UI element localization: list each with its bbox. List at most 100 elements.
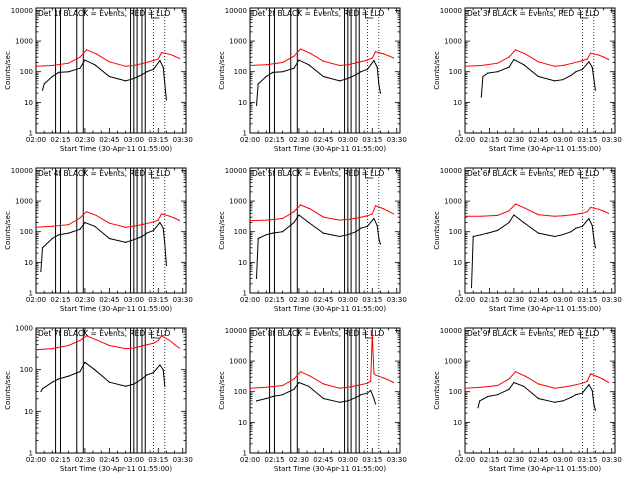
y-axis-label: Counts/sec (433, 51, 441, 90)
y-tick-label: 100 (449, 388, 462, 396)
events-point (164, 83, 166, 85)
events-point (58, 378, 60, 380)
lld-point (514, 49, 517, 51)
events-point (497, 394, 499, 396)
lld-point (125, 226, 127, 228)
x-tick-label: 02:00 (240, 136, 260, 144)
lld-point (387, 379, 390, 381)
events-point (298, 214, 300, 216)
events-point (593, 77, 595, 80)
lld-point (169, 215, 171, 217)
y-tick-label: 100 (449, 228, 462, 236)
x-tick-label: 03:30 (602, 296, 622, 304)
lld-point (339, 64, 341, 67)
events-point (513, 214, 515, 216)
y-tick-label: 1 (458, 290, 462, 298)
x-axis-label: Start Time (30-Apr-11 01:55:00) (489, 465, 601, 473)
events-point (593, 403, 595, 405)
lld-point (51, 348, 53, 350)
x-tick-label: 03:00 (553, 136, 573, 144)
lld-point (572, 62, 574, 64)
events-point (68, 232, 70, 234)
lld-point (554, 65, 556, 67)
y-tick-label: 1 (243, 130, 247, 138)
x-tick-label: 03:30 (602, 136, 622, 144)
y-tick-label: 1 (29, 130, 33, 138)
lld-series-line (36, 335, 180, 351)
panel-title: Det 1f BLACK = Events, RED = LLD (38, 9, 171, 18)
lld-point (602, 56, 605, 58)
lld-point (562, 64, 564, 67)
events-point (108, 75, 110, 78)
y-tick-label: 10000 (440, 327, 462, 335)
lld-point (392, 213, 395, 215)
x-tick-label: 02:00 (455, 456, 475, 464)
lld-point (152, 60, 154, 62)
detector-panel-9: Det 9f BLACK = Events, RED = LLD 1 10 100 10… (433, 327, 622, 473)
x-tick-label: 03:00 (553, 456, 573, 464)
events-point (479, 400, 481, 402)
y-tick-label: 1000 (229, 198, 247, 206)
lld-point (572, 384, 574, 387)
events-point (480, 234, 482, 236)
events-point (293, 388, 295, 390)
marker-bracket (364, 330, 374, 339)
events-point (108, 381, 110, 383)
lld-point (95, 53, 97, 55)
events-point (94, 225, 96, 227)
events-point (523, 64, 525, 66)
lld-point (524, 207, 526, 209)
events-point (508, 66, 510, 68)
events-point (554, 401, 556, 403)
lld-point (465, 65, 466, 67)
x-tick-label: 03:30 (387, 296, 407, 304)
x-tick-label: 02:00 (455, 136, 475, 144)
x-tick-label: 03:00 (124, 296, 144, 304)
lld-point (68, 62, 70, 64)
events-point (370, 389, 372, 392)
events-point (513, 58, 515, 61)
x-tick-label: 02:45 (528, 296, 548, 304)
events-point (152, 229, 154, 232)
x-tick-label: 03:30 (173, 296, 193, 304)
marker-bracket (150, 170, 160, 179)
lld-series-line (465, 371, 609, 389)
lld-point (160, 213, 163, 215)
events-point (308, 64, 310, 66)
events-point (40, 390, 42, 393)
panel-title: Det 5f BLACK = Events, RED = LLD (252, 169, 385, 178)
y-tick-label: 100 (449, 68, 462, 76)
events-point (355, 396, 357, 399)
x-tick-label: 02:30 (75, 296, 95, 304)
x-tick-label: 02:45 (99, 296, 119, 304)
events-point (513, 381, 515, 384)
events-point (575, 394, 577, 396)
lld-point (250, 64, 251, 67)
lld-point (282, 217, 284, 220)
panel-title: Det 8f BLACK = Events, RED = LLD (252, 329, 385, 338)
events-point (366, 225, 368, 227)
events-series-line (480, 58, 596, 98)
marker-bracket (150, 10, 160, 19)
lld-series-line (465, 49, 609, 67)
events-point (360, 227, 362, 229)
events-point (487, 72, 489, 74)
lld-series-line (36, 49, 180, 67)
lld-point (602, 378, 605, 381)
lld-point (514, 203, 517, 205)
plot-frame (249, 167, 401, 294)
events-point (272, 395, 274, 398)
lld-point (497, 62, 499, 64)
lld-point (554, 387, 556, 389)
x-tick-label: 03:00 (124, 456, 144, 464)
events-point (58, 234, 60, 236)
events-point (164, 385, 166, 387)
x-tick-label: 03:15 (577, 456, 597, 464)
lld-point (357, 384, 359, 387)
lld-point (125, 348, 127, 350)
lld-point (250, 387, 251, 389)
x-tick-label: 02:30 (75, 456, 95, 464)
x-tick-label: 03:15 (362, 136, 382, 144)
events-point (162, 369, 164, 371)
panel-title: Det 6f BLACK = Events, RED = LLD (467, 169, 600, 178)
